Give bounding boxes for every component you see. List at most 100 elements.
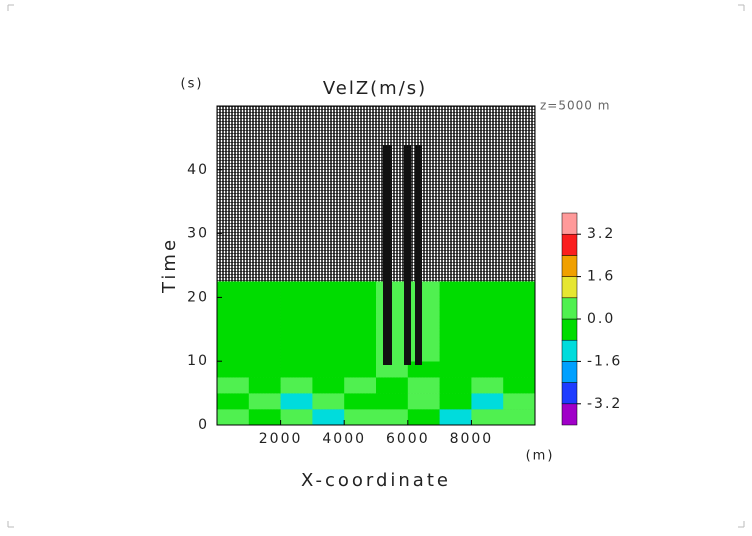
y-tick-label: 20 <box>187 289 209 305</box>
x-unit: (m) <box>526 449 555 464</box>
x-tick-label: 2000 <box>259 431 303 447</box>
heat-cell <box>376 361 409 378</box>
heat-cell <box>280 361 313 378</box>
heat-cell <box>280 297 313 314</box>
heat-cell <box>407 361 440 378</box>
heat-cell <box>407 393 440 410</box>
heat-cell <box>471 361 504 378</box>
heat-cell <box>248 297 281 314</box>
heat-cell <box>344 297 377 314</box>
contour-column <box>415 145 422 365</box>
heat-cell <box>503 361 536 378</box>
heat-cell <box>312 409 345 426</box>
heat-cell <box>439 345 472 362</box>
heat-cell <box>407 313 440 330</box>
heat-cell <box>503 313 536 330</box>
heat-cell <box>312 281 345 298</box>
heat-cell <box>407 297 440 314</box>
colorbar-box <box>561 339 578 362</box>
heat-cell <box>248 409 281 426</box>
heat-cell <box>376 297 409 314</box>
heat-cell <box>280 393 313 410</box>
heat-cell <box>248 281 281 298</box>
colorbar-box <box>561 276 578 299</box>
heat-cell <box>344 329 377 346</box>
heat-cell <box>217 361 250 378</box>
heat-cell <box>344 409 377 426</box>
heat-cell <box>248 361 281 378</box>
heat-cell <box>503 329 536 346</box>
heat-cell <box>503 409 536 426</box>
heat-cell <box>312 345 345 362</box>
colorbar-box <box>561 255 578 277</box>
colorbar-tick-label: 1.6 <box>587 269 615 285</box>
heat-cell <box>280 377 313 394</box>
heat-cell <box>439 297 472 314</box>
heat-cell <box>312 313 345 330</box>
heat-cell <box>248 393 281 410</box>
colorbar-box <box>561 212 578 235</box>
heat-cell <box>503 377 536 394</box>
heat-cell <box>439 313 472 330</box>
heat-cell <box>376 393 409 410</box>
y-axis-label: Time <box>159 237 180 294</box>
colorbar-box <box>561 403 578 426</box>
heat-cell <box>471 281 504 298</box>
x-axis-label: X-coordinate <box>301 470 451 491</box>
heat-cell <box>407 377 440 394</box>
heat-cell <box>280 345 313 362</box>
heat-cell <box>280 313 313 330</box>
colorbar-box <box>561 361 578 383</box>
heat-cell <box>217 345 250 362</box>
heat-cell <box>471 313 504 330</box>
x-tick-label: 6000 <box>386 431 430 447</box>
contour-column <box>404 145 411 365</box>
heat-cell <box>439 409 472 426</box>
heat-cell <box>217 377 250 394</box>
heat-cell <box>312 393 345 410</box>
heat-cell <box>471 329 504 346</box>
heat-cell <box>439 329 472 346</box>
heat-cell <box>439 393 472 410</box>
colorbar-box <box>561 233 578 256</box>
heat-cell <box>344 281 377 298</box>
heat-cell <box>217 281 250 298</box>
plot-area <box>216 105 536 426</box>
heat-cell <box>248 377 281 394</box>
y-tick-label: 10 <box>187 353 209 369</box>
heat-cell <box>280 329 313 346</box>
heat-cell <box>312 361 345 378</box>
subtitle: z=5000 m <box>540 99 610 113</box>
y-tick-label: 30 <box>187 226 209 242</box>
heat-cell <box>376 281 409 298</box>
chart-title: VelZ(m/s) <box>323 78 427 99</box>
heat-cell <box>376 345 409 362</box>
heat-cell <box>248 313 281 330</box>
heat-cell <box>312 329 345 346</box>
colorbar-tick-label: -3.2 <box>587 396 622 412</box>
heat-cell <box>344 393 377 410</box>
heat-cell <box>344 377 377 394</box>
heat-cell <box>503 281 536 298</box>
heat-cell <box>407 345 440 362</box>
y-tick-label: 0 <box>198 417 209 433</box>
heat-cell <box>407 281 440 298</box>
heat-cell <box>376 329 409 346</box>
y-tick-label: 40 <box>187 162 209 178</box>
heat-cell <box>217 393 250 410</box>
colorbar-box <box>561 382 578 405</box>
x-tick-label: 8000 <box>450 431 494 447</box>
y-unit: (s) <box>181 77 204 92</box>
colorbar-box <box>561 297 578 320</box>
heat-cell <box>471 409 504 426</box>
heat-cell <box>439 281 472 298</box>
colorbar-tick-label: -1.6 <box>587 353 622 369</box>
heat-cell <box>280 409 313 426</box>
colorbar-tick-label: 3.2 <box>587 226 615 242</box>
heat-cell <box>344 313 377 330</box>
heat-cell <box>344 361 377 378</box>
heat-cell <box>344 345 377 362</box>
heat-cell <box>280 281 313 298</box>
heat-cell <box>248 329 281 346</box>
